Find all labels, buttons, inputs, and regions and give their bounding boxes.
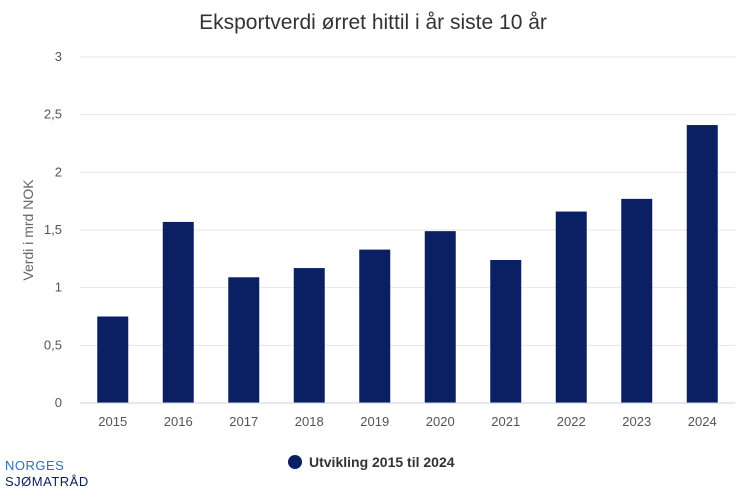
y-tick-label: 2,5 <box>44 107 62 122</box>
y-tick-label: 1,5 <box>44 222 62 237</box>
y-axis-label: Verdi i mrd NOK <box>20 179 36 281</box>
norges-sjomatrad-logo: NORGES SJØMATRÅD <box>5 458 89 490</box>
bar-2018 <box>293 268 325 403</box>
y-tick-label: 0,5 <box>44 337 62 352</box>
bar-2019 <box>359 249 391 403</box>
y-tick-labels: 0 0,5 1 1,5 2 2,5 3 <box>44 49 62 410</box>
bars <box>97 125 718 404</box>
x-tick-label: 2018 <box>295 414 324 429</box>
logo-line-1: NORGES <box>5 458 65 473</box>
legend-label: Utvikling 2015 til 2024 <box>309 454 455 470</box>
y-tick-label: 2 <box>55 164 62 179</box>
bar-2022 <box>555 211 587 403</box>
chart-title: Eksportverdi ørret hittil i år siste 10 … <box>199 11 547 34</box>
logo-line-2: SJØMATRÅD <box>5 474 89 489</box>
x-tick-label: 2015 <box>98 414 127 429</box>
x-tick-label: 2024 <box>688 414 717 429</box>
x-tick-label: 2016 <box>164 414 193 429</box>
y-tick-label: 0 <box>55 395 62 410</box>
y-tick-label: 1 <box>55 280 62 295</box>
x-tick-label: 2022 <box>557 414 586 429</box>
legend-marker <box>288 455 302 469</box>
bar-2024 <box>686 125 718 404</box>
x-tick-label: 2019 <box>360 414 389 429</box>
x-tick-label: 2020 <box>426 414 455 429</box>
x-tick-labels: 2015 2016 2017 2018 2019 2020 2021 2022 2023 2024 <box>98 414 716 429</box>
bar-2015 <box>97 316 129 403</box>
bar-2016 <box>162 221 194 403</box>
x-tick-label: 2023 <box>622 414 651 429</box>
x-tick-label: 2021 <box>491 414 520 429</box>
bar-2023 <box>621 198 653 403</box>
bar-2021 <box>490 259 522 403</box>
bar-2017 <box>228 277 260 403</box>
legend: Utvikling 2015 til 2024 <box>288 454 455 470</box>
y-tick-label: 3 <box>55 49 62 64</box>
x-tick-label: 2017 <box>229 414 258 429</box>
bar-2020 <box>424 231 456 403</box>
